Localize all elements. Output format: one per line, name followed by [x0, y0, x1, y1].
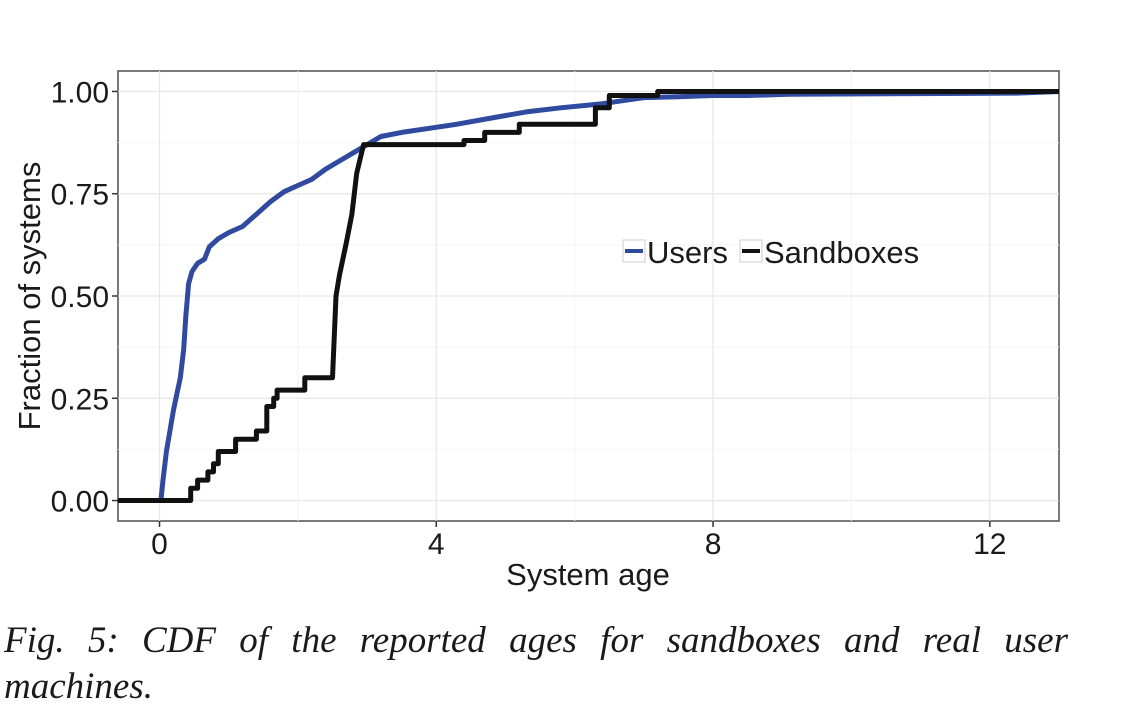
- legend-label-sandboxes: Sandboxes: [764, 235, 919, 270]
- x-tick-label: 4: [428, 528, 445, 561]
- cdf-chart: 0.00 0.25 0.50 0.75 1.00 0 4 8 12 System age Fr…: [12, 70, 1060, 592]
- y-tick-label: 0.00: [51, 486, 109, 519]
- legend: Users Sandboxes: [622, 235, 919, 270]
- y-tick-label: 1.00: [51, 76, 109, 109]
- x-tick-label: 0: [151, 528, 168, 561]
- y-axis-title: Fraction of systems: [12, 162, 47, 431]
- x-tick-label: 8: [705, 528, 722, 561]
- y-axis: 0.00 0.25 0.50 0.75 1.00: [51, 76, 118, 519]
- y-tick-label: 0.75: [51, 179, 109, 212]
- series-group: [118, 89, 1060, 503]
- x-tick-label: 12: [973, 528, 1006, 561]
- figure-caption: Fig. 5: CDF of the reported ages for san…: [4, 620, 1068, 707]
- legend-label-users: Users: [647, 235, 728, 270]
- y-tick-label: 0.25: [51, 383, 109, 416]
- x-axis: 0 4 8 12: [151, 521, 1006, 561]
- y-tick-label: 0.50: [51, 281, 109, 314]
- grid-minor: [118, 71, 1059, 521]
- legend-item-users: Users: [622, 235, 728, 270]
- legend-item-sandboxes: Sandboxes: [739, 235, 919, 270]
- x-axis-title: System age: [506, 557, 670, 592]
- series-line-sandboxes: [118, 89, 1059, 503]
